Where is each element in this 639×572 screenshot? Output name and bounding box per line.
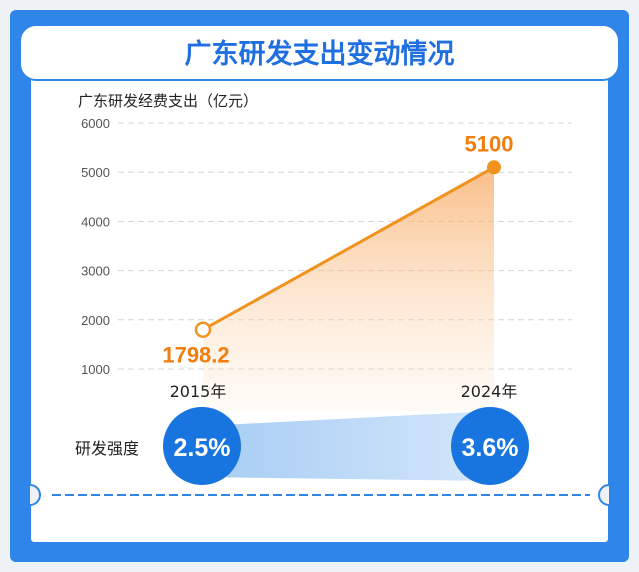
y-tick-label: 3000 (81, 264, 110, 279)
y-tick-labels: 1000 2000 3000 4000 5000 6000 (81, 116, 110, 377)
x-tick-label: 2024年 (461, 382, 518, 401)
intensity-value-2015: 2.5% (174, 434, 231, 462)
intensity-circle-2024 (451, 407, 529, 485)
intensity-band (202, 411, 493, 481)
left-notch (29, 484, 41, 506)
right-notch (598, 484, 610, 506)
y-tick-label: 5000 (81, 165, 110, 180)
intensity-label: 研发强度 (75, 439, 139, 458)
intensity-circle-2015 (163, 407, 241, 485)
title-banner (19, 24, 620, 81)
data-point-2024 (487, 160, 501, 175)
y-tick-label: 1000 (81, 362, 110, 377)
y-axis-label: 广东研发经费支出（亿元） (78, 92, 258, 110)
y-tick-label: 4000 (81, 214, 110, 229)
chart-title: 广东研发支出变动情况 (185, 38, 455, 70)
data-point-2015 (194, 321, 212, 338)
series-line (202, 165, 495, 332)
data-label-2024: 5100 (465, 131, 514, 156)
intensity-value-2024: 3.6% (462, 434, 519, 462)
x-tick-label: 2015年 (170, 382, 227, 401)
y-tick-label: 2000 (81, 313, 110, 328)
y-tick-label: 6000 (81, 116, 110, 131)
data-label-2015: 1798.2 (162, 343, 229, 368)
area-fill (203, 167, 494, 411)
gridlines (118, 122, 572, 370)
